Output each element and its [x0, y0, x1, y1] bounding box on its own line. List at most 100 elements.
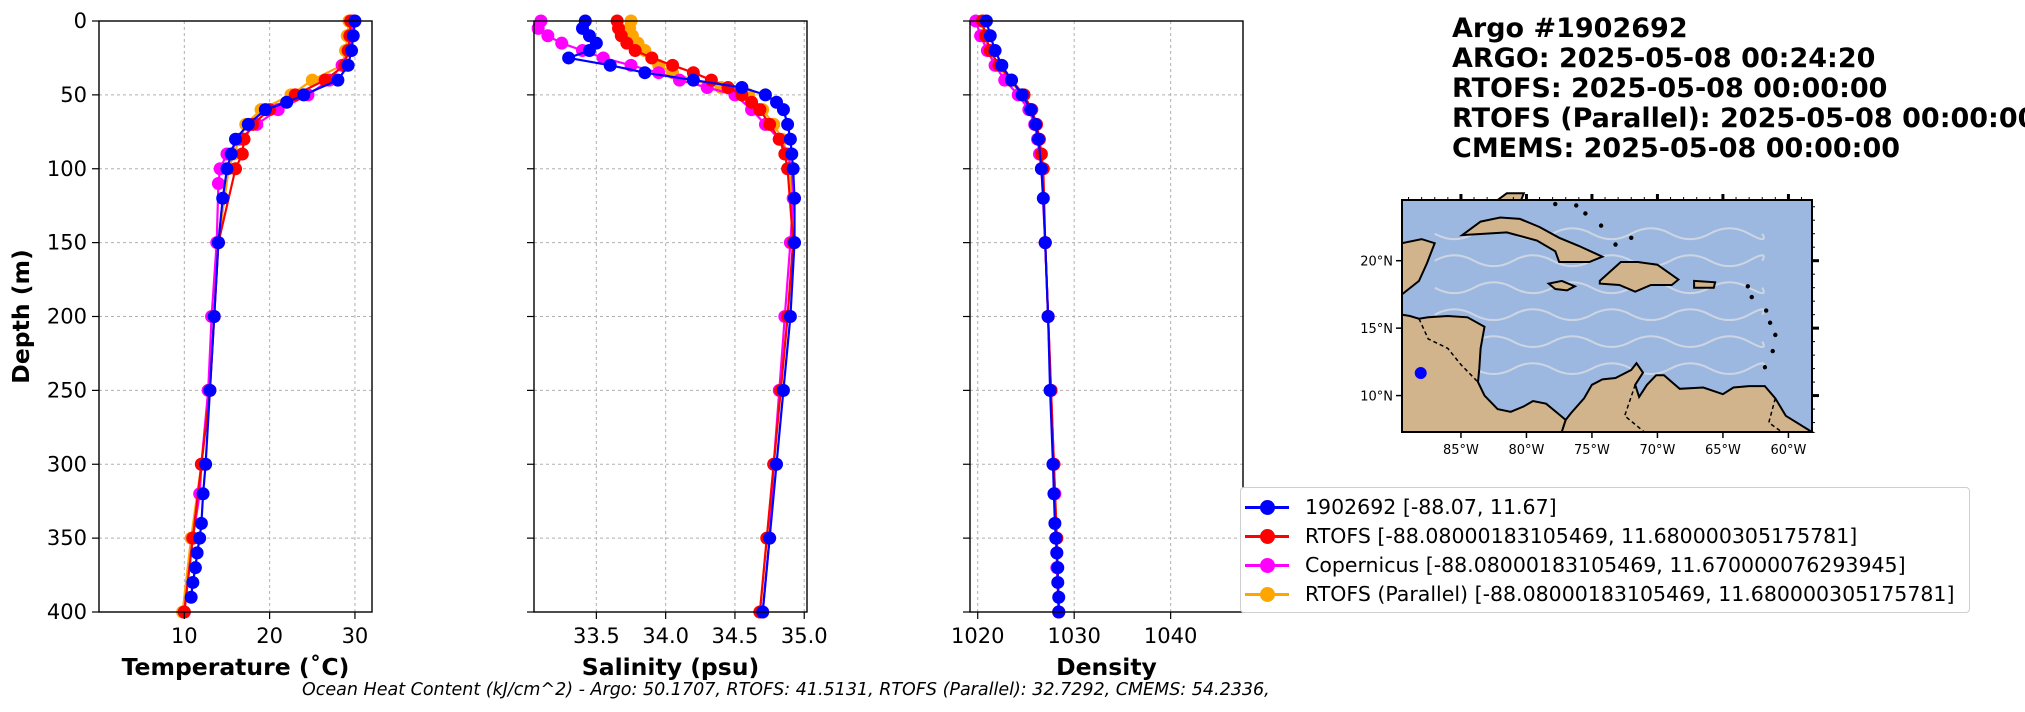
data-point: [582, 44, 596, 58]
data-point: [1046, 457, 1060, 471]
x-tick-label: 35.0: [781, 624, 828, 648]
data-point: [211, 177, 225, 191]
title-line-argo: ARGO: 2025-05-08 00:24:20: [1452, 43, 1876, 74]
lon-tick-label: 70°W: [1639, 443, 1675, 458]
legend-label-copernicus: Copernicus [-88.08000183105469, 11.67000…: [1305, 553, 1906, 577]
data-point: [1052, 590, 1066, 604]
data-point: [1048, 516, 1062, 530]
title-line-rtofs: RTOFS: 2025-05-08 00:00:00: [1452, 73, 1888, 104]
island: [1749, 294, 1754, 300]
x-tick-label: 34.5: [712, 624, 759, 648]
data-point: [783, 132, 797, 146]
lat-tick-label: 20°N: [1360, 255, 1393, 270]
data-point: [666, 58, 680, 72]
legend-label-argo: 1902692 [-88.07, 11.67]: [1305, 495, 1557, 519]
data-point: [1041, 310, 1055, 323]
data-point: [541, 29, 555, 43]
data-point: [1036, 191, 1050, 205]
data-point: [1049, 531, 1063, 545]
data-point: [203, 383, 217, 397]
title-line-cmems: CMEMS: 2025-05-08 00:00:00: [1452, 133, 1901, 164]
data-point: [1034, 162, 1048, 176]
border: [1767, 398, 1783, 433]
x-tick-label: 10: [171, 624, 198, 648]
data-point: [735, 80, 749, 94]
x-tick-label: 34.0: [642, 624, 689, 648]
data-point: [186, 575, 200, 589]
data-point: [758, 88, 772, 102]
data-point: [1004, 73, 1018, 87]
island: [1613, 242, 1618, 247]
plot-frame: [969, 20, 1244, 613]
x-tick-label: 1020: [951, 624, 1004, 648]
data-point: [988, 44, 1002, 58]
data-point: [207, 310, 221, 323]
y-tick-label: 200: [47, 305, 87, 329]
chart-panel-1: 10 20 30050100150200250300350400Temperatur…: [7, 9, 373, 681]
data-point: [241, 117, 255, 131]
data-point: [190, 546, 204, 560]
streamline: [1434, 308, 1765, 322]
lon-tick-label: 65°W: [1705, 443, 1741, 458]
data-point: [788, 236, 802, 250]
lon-tick-label: 60°W: [1770, 443, 1806, 458]
series-line: [190, 20, 356, 598]
y-tick-label: 400: [47, 600, 87, 624]
x-axis-label: Density: [1056, 653, 1157, 681]
data-point: [216, 191, 230, 205]
title-line-float: Argo #1902692: [1452, 13, 1688, 44]
y-tick-label: 250: [47, 378, 87, 402]
y-tick-label: 350: [47, 526, 87, 550]
data-point: [235, 147, 249, 161]
data-point: [331, 73, 345, 87]
data-point: [194, 516, 208, 530]
border: [1623, 384, 1645, 433]
cuba: [1458, 216, 1605, 263]
data-point: [995, 58, 1009, 72]
data-point: [341, 58, 355, 72]
island: [1598, 223, 1604, 228]
x-tick-label: 33.5: [573, 624, 620, 648]
y-tick-label: 150: [47, 231, 87, 255]
data-point: [1024, 103, 1038, 117]
location-map: 20°N 15°N 10°N 85°W 80°W 75°W 70°W 65°W 60°W: [1360, 192, 1819, 458]
borders: [1418, 318, 1783, 433]
float-location-marker: [1414, 367, 1427, 380]
streamline: [1434, 254, 1765, 268]
data-point: [1031, 132, 1045, 146]
data-point: [346, 29, 360, 43]
x-tick-label: 1040: [1144, 624, 1197, 648]
figure-title: Argo #1902692 ARGO: 2025-05-08 00:24:20 …: [1452, 14, 2025, 164]
data-point: [199, 457, 213, 471]
legend-marker-argo: [1245, 493, 1289, 521]
y-tick-label: 300: [47, 452, 87, 476]
data-point: [673, 73, 687, 87]
data-point: [562, 51, 576, 65]
streamline: [1434, 335, 1765, 348]
data-point: [770, 457, 784, 471]
legend-item-argo: 1902692 [-88.07, 11.67]: [1241, 493, 1557, 521]
legend: 1902692 [-88.07, 11.67] RTOFS [-88.08000…: [1240, 487, 1970, 613]
data-point: [763, 531, 777, 545]
data-point: [1051, 561, 1065, 575]
island: [1629, 235, 1634, 240]
island: [1583, 211, 1588, 216]
island: [1773, 332, 1778, 338]
series-1902692: [184, 14, 362, 604]
data-point: [229, 132, 242, 146]
x-axis-label: Salinity (psu): [582, 653, 759, 681]
lon-tick-label: 85°W: [1443, 443, 1479, 458]
data-point: [224, 147, 238, 161]
legend-label-rtofs: RTOFS [-88.08000183105469, 11.6800003051…: [1305, 524, 1858, 548]
puerto-rico: [1693, 279, 1717, 289]
legend-item-rtofs-parallel: RTOFS (Parallel) [-88.08000183105469, 11…: [1241, 580, 1954, 608]
x-tick-label: 1030: [1047, 624, 1100, 648]
data-point: [721, 80, 735, 94]
legend-item-rtofs: RTOFS [-88.08000183105469, 11.6800003051…: [1241, 522, 1857, 550]
data-point: [1034, 147, 1048, 161]
data-point: [1038, 236, 1052, 250]
border: [1418, 318, 1479, 383]
data-point: [763, 117, 777, 131]
lon-tick-label: 75°W: [1574, 443, 1610, 458]
data-point: [786, 162, 800, 176]
